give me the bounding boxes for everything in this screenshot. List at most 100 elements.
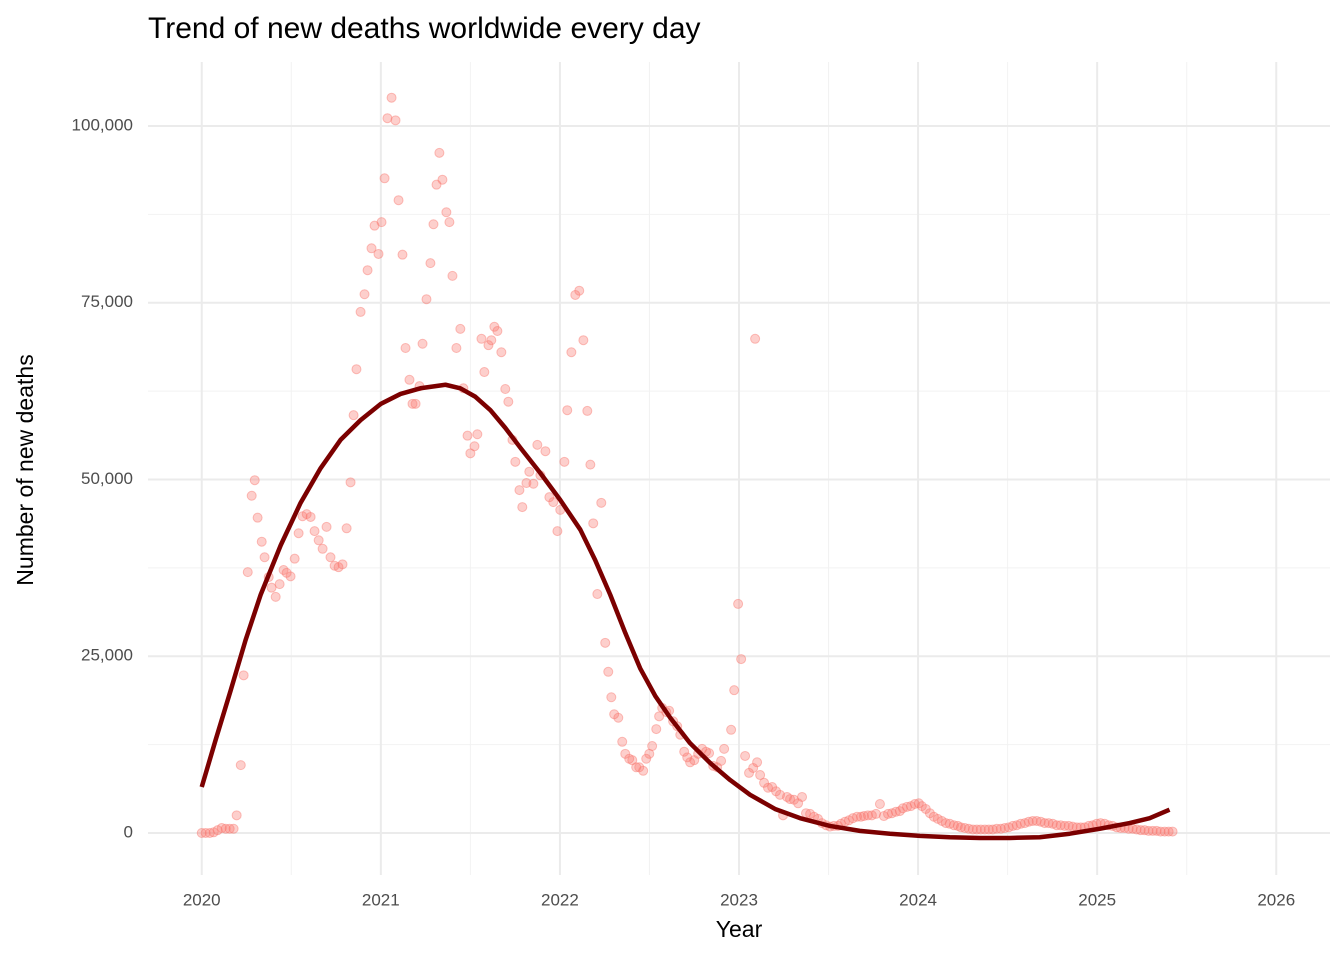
data-point — [763, 782, 774, 793]
data-point — [1015, 818, 1026, 829]
data-point — [212, 825, 223, 836]
data-point — [1007, 820, 1018, 831]
data-point — [1139, 825, 1150, 836]
data-point — [866, 810, 877, 821]
data-point — [574, 285, 585, 296]
data-point — [437, 174, 448, 185]
data-point — [928, 811, 939, 822]
data-point — [528, 478, 539, 489]
data-point — [617, 736, 628, 747]
data-point — [235, 760, 246, 771]
data-point — [752, 757, 763, 768]
data-point — [987, 824, 998, 835]
data-point — [309, 526, 320, 537]
data-point — [325, 552, 336, 563]
data-point — [559, 456, 570, 467]
data-point — [995, 823, 1006, 834]
data-point — [351, 364, 362, 375]
data-point — [355, 306, 366, 317]
data-point — [855, 811, 866, 822]
data-point — [421, 294, 432, 305]
data-point — [462, 430, 473, 441]
data-point — [431, 179, 442, 190]
data-point — [465, 448, 476, 459]
data-point — [524, 466, 535, 477]
data-point — [238, 670, 249, 681]
x-tick-label: 2022 — [541, 890, 579, 909]
data-point — [281, 567, 292, 578]
data-point — [362, 265, 373, 276]
data-point — [278, 564, 289, 575]
data-point — [228, 823, 239, 834]
data-point — [428, 219, 439, 230]
data-point — [936, 815, 947, 826]
data-point — [382, 113, 393, 124]
data-point — [510, 456, 521, 467]
data-point — [359, 289, 370, 300]
data-point — [548, 497, 559, 508]
data-point — [909, 799, 920, 810]
data-point — [940, 818, 951, 829]
data-point — [620, 748, 631, 759]
data-point — [624, 753, 635, 764]
y-tick-label: 100,000 — [72, 115, 133, 134]
data-point — [566, 347, 577, 358]
data-point — [771, 786, 782, 797]
data-point — [924, 808, 935, 819]
data-point — [434, 147, 445, 158]
data-point — [1011, 820, 1022, 831]
data-point — [486, 335, 497, 346]
data-point — [397, 249, 408, 260]
data-point — [274, 579, 285, 590]
data-point — [1135, 825, 1146, 836]
data-point — [883, 808, 894, 819]
x-tick-label: 2023 — [720, 890, 758, 909]
data-point — [874, 799, 885, 810]
x-tick-label: 2020 — [183, 890, 221, 909]
data-point — [1147, 825, 1158, 836]
data-point — [750, 333, 761, 344]
data-point — [916, 801, 927, 812]
data-point — [793, 798, 804, 809]
data-point — [369, 220, 380, 231]
data-point — [425, 258, 436, 269]
data-point — [1023, 816, 1034, 827]
grid — [148, 62, 1330, 875]
data-point — [1155, 826, 1166, 837]
data-point — [638, 765, 649, 776]
data-point — [651, 724, 662, 735]
data-point — [479, 367, 490, 378]
data-point — [220, 823, 231, 834]
data-point — [775, 789, 786, 800]
data-point — [404, 374, 415, 385]
data-point — [337, 559, 348, 570]
data-point — [578, 335, 589, 346]
data-point — [246, 490, 257, 501]
data-point — [585, 459, 596, 470]
data-point — [748, 762, 759, 773]
data-point — [920, 803, 931, 814]
data-point — [588, 518, 599, 529]
data-point — [270, 591, 281, 602]
data-point — [644, 748, 655, 759]
data-point — [719, 743, 730, 754]
y-tick-label: 75,000 — [81, 292, 133, 311]
y-tick-label: 0 — [124, 822, 133, 841]
data-point — [321, 521, 332, 532]
data-point — [704, 748, 715, 759]
data-point — [631, 762, 642, 773]
data-point — [871, 808, 882, 819]
data-point — [955, 822, 966, 833]
data-point — [386, 92, 397, 103]
data-point — [894, 806, 905, 817]
data-point — [329, 560, 340, 571]
data-point — [472, 429, 483, 440]
data-point — [1059, 820, 1070, 831]
data-point — [613, 712, 624, 723]
data-point — [317, 543, 328, 554]
data-point — [249, 475, 260, 486]
data-point — [1051, 820, 1062, 831]
data-point — [852, 811, 863, 822]
